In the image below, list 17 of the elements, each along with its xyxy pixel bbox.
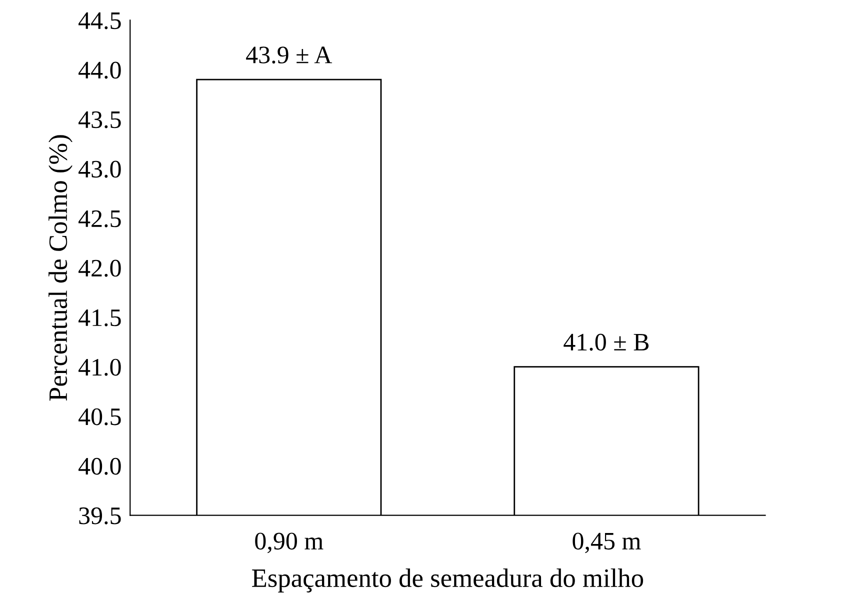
y-tick-label: 43.5 — [78, 111, 121, 128]
y-tick-label: 41.0 — [78, 358, 121, 376]
y-tick-label: 44.0 — [78, 62, 121, 79]
y-tick-label: 42.0 — [78, 260, 121, 277]
x-tick-label: 0,45 m — [572, 532, 641, 554]
y-tick-label: 41.5 — [78, 309, 121, 326]
y-axis-title: Percentual de Colmo (%) — [48, 135, 72, 401]
y-tick-label: 44.5 — [78, 12, 121, 30]
y-tick-label: 40.5 — [78, 408, 121, 426]
data-label: 41.0 ± B — [564, 334, 649, 351]
data-label: 43.9 ± A — [246, 46, 332, 64]
y-tick-label: 39.5 — [79, 507, 121, 524]
x-tick-label: 0,90 m — [255, 532, 324, 554]
y-tick-label: 43.0 — [78, 160, 121, 178]
x-axis-title: Espaçamento de semeadura do milho — [252, 568, 644, 592]
y-tick-label: 40.0 — [78, 458, 121, 475]
y-tick-label: 42.5 — [78, 210, 121, 228]
